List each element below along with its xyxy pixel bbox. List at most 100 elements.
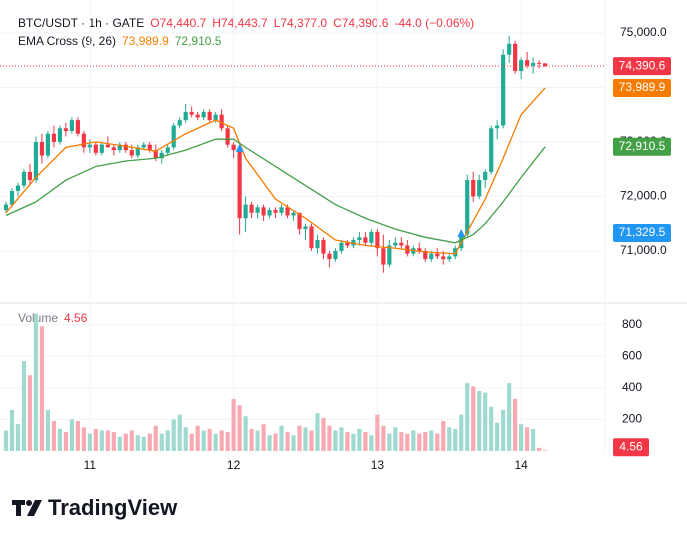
cross-marker [235, 143, 244, 152]
volume-bar [105, 430, 110, 451]
volume-bar [531, 428, 536, 451]
volume-bar [219, 430, 224, 451]
candle-body [9, 190, 15, 205]
candle-body [399, 242, 404, 246]
volume-bar [243, 416, 248, 451]
candle-body [195, 114, 200, 118]
volume-bar [273, 433, 278, 451]
plot-layer [0, 0, 605, 451]
volume-bar [279, 425, 284, 451]
volume-bar [9, 409, 15, 451]
candle-body [423, 250, 428, 260]
volume-bar [477, 391, 482, 451]
volume-bar [87, 433, 92, 451]
candle-body [213, 114, 218, 121]
volume-bar [33, 313, 39, 451]
candle-body [255, 207, 260, 213]
volume-bar [543, 450, 548, 451]
candle-body [207, 111, 212, 121]
candle-body [123, 144, 128, 151]
volume-bar [51, 421, 57, 451]
volume-bar [195, 425, 200, 451]
candle-body [225, 128, 230, 145]
volume-bar [129, 430, 134, 451]
candle-body [171, 125, 176, 148]
volume-bar [405, 433, 410, 451]
open: O74,440.7 [150, 16, 206, 30]
ema-tag: 73,989.9 [619, 80, 666, 94]
candle-body [453, 248, 458, 257]
candle-body [357, 237, 362, 241]
volume-bar [387, 433, 392, 451]
volume-bar [369, 435, 374, 451]
volume-bar [165, 430, 170, 451]
volume-bar [261, 424, 266, 451]
candle-body [363, 237, 368, 243]
ema-line [5, 87, 546, 255]
candle-body [315, 240, 320, 249]
candle-body [45, 133, 51, 156]
candle-body [459, 234, 464, 249]
candle-body [327, 253, 332, 260]
volume-bar [189, 433, 194, 451]
volume-bar [117, 436, 122, 451]
volume-tick-label: 600 [622, 348, 642, 362]
volume-bar [297, 425, 302, 451]
candle-body [303, 226, 308, 230]
candle-body [495, 125, 500, 129]
candle-body [33, 141, 39, 181]
ema-line [5, 138, 546, 244]
candle-body [273, 210, 278, 213]
candle-body [93, 144, 98, 153]
candle-body [537, 62, 542, 64]
volume-bar [303, 427, 308, 451]
candle-body [471, 180, 476, 197]
volume-bar [135, 435, 140, 451]
indicator-line: EMA Cross (9, 26) 73,989.9 72,910.5 [18, 34, 222, 48]
volume-tag-bg [613, 438, 649, 457]
candle-body [141, 144, 146, 148]
candle-body [27, 171, 33, 181]
volume-bar [441, 421, 446, 451]
logo-part [16, 500, 21, 516]
cross-tag-bg [613, 223, 671, 242]
volume-bar [15, 424, 21, 451]
candle-body [165, 147, 170, 153]
high: H74,443.7 [212, 16, 268, 30]
volume-bar [417, 433, 422, 451]
candle-body [435, 253, 440, 257]
volume-bar [159, 433, 164, 451]
candle-body [147, 144, 152, 151]
candle-body [513, 43, 518, 72]
candle-body [417, 248, 422, 251]
y-tick-label: 75,000.0 [620, 25, 667, 39]
candle-body [519, 60, 524, 72]
volume-bar [291, 435, 296, 451]
symbol: BTC/USDT · 1h · GATE [18, 16, 144, 30]
logo-icon [12, 500, 42, 516]
volume-bar [147, 433, 152, 451]
candle-body [39, 141, 45, 156]
volume-bar [447, 427, 452, 451]
volume-value: 4.56 [64, 311, 88, 325]
volume-bar [309, 430, 314, 451]
volume-bar [93, 428, 98, 451]
volume-bar [225, 432, 230, 451]
candle-body [261, 207, 266, 216]
volume-bar [357, 428, 362, 451]
candle-body [525, 60, 530, 66]
candle-body [135, 147, 140, 156]
volume-bar [459, 414, 464, 451]
low: L74,377.0 [274, 16, 328, 30]
volume-bar [27, 375, 33, 451]
candle-body [3, 204, 9, 211]
volume-bar [237, 405, 242, 451]
volume-bar [465, 383, 470, 451]
volume-bar [285, 432, 290, 451]
x-tick-label: 14 [514, 458, 528, 472]
indicator: EMA Cross (9, 26) [18, 34, 116, 48]
close: C74,390.6 [333, 16, 389, 30]
volume-tick-label: 800 [622, 317, 642, 331]
logo-part [26, 500, 32, 506]
